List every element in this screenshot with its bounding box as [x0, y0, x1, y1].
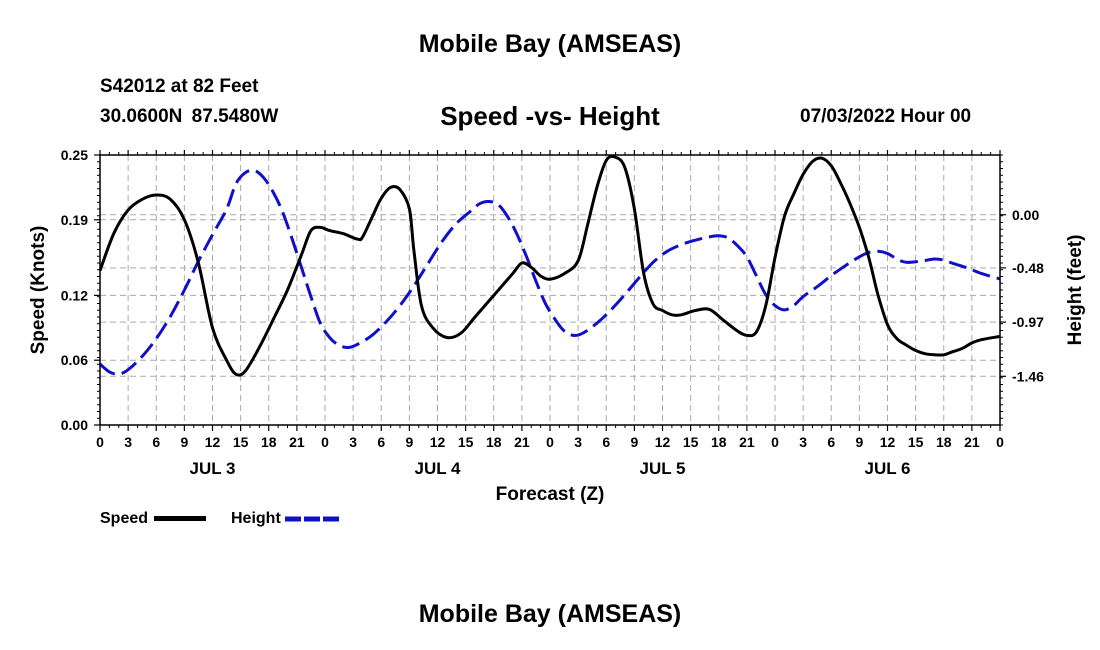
x-tick-label: 6: [602, 434, 610, 450]
legend-speed-swatch: [154, 516, 207, 522]
x-tick-label: 0: [771, 434, 779, 450]
y2-tick-label: -1.46: [1012, 368, 1044, 384]
y-tick-label: 0.12: [61, 287, 88, 303]
x-tick-label: 3: [799, 434, 807, 450]
series-layer: [98, 154, 1001, 377]
grid: [100, 155, 1000, 425]
x-tick-label: 6: [827, 434, 835, 450]
x-tick-label: 21: [514, 434, 530, 450]
x-tick-label: 3: [124, 434, 132, 450]
y-tick-label: 0.06: [61, 352, 88, 368]
station-label: S42012 at 82 Feet: [100, 76, 259, 97]
day-label: JUL 4: [415, 459, 462, 478]
x-tick-label: 18: [711, 434, 727, 450]
y-tick-label: 0.00: [61, 417, 88, 433]
x-tick-label: 3: [349, 434, 357, 450]
legend-height-label: Height: [231, 510, 281, 527]
x-tick-label: 15: [908, 434, 924, 450]
day-label: JUL 5: [640, 459, 686, 478]
legend-speed: Speed: [100, 510, 207, 528]
x-tick-label: 21: [964, 434, 980, 450]
legend-height-swatch: [285, 516, 342, 522]
height-series-line: [99, 168, 1001, 376]
bottom-title: Mobile Bay (AMSEAS): [418, 600, 682, 628]
chart-title: Speed -vs- Height: [440, 101, 660, 131]
y-axis-label: Speed (Knots): [28, 226, 49, 355]
y-tick-label: 0.19: [61, 212, 88, 228]
x-tick-label: 9: [180, 434, 188, 450]
page-title: Mobile Bay (AMSEAS): [418, 30, 682, 58]
speed-height-chart: 0 3 6 9 12 15 18 21 0 3 6 9 12 15 18 21 0 3 6 9 12 15 18 21 0 3 6 9…: [28, 147, 1086, 505]
x-tick-label: 9: [405, 434, 413, 450]
x-tick-label: 12: [880, 434, 896, 450]
coordinates-label: 30.0600N 87.5480W: [100, 106, 279, 127]
x-tick-label: 18: [936, 434, 952, 450]
x-tick-label: 18: [486, 434, 502, 450]
x-axis-label: Forecast (Z): [496, 484, 605, 505]
x-tick-label: 12: [205, 434, 221, 450]
x-tick-label: 12: [655, 434, 671, 450]
forecast-time-label: 07/03/2022 Hour 00: [800, 106, 972, 127]
y-tick-label: 0.25: [61, 147, 88, 163]
x-tick-label: 6: [377, 434, 385, 450]
x-tick-label: 6: [152, 434, 160, 450]
x-tick-label: 18: [261, 434, 277, 450]
x-tick-label: 3: [574, 434, 582, 450]
y2-tick-label: -0.97: [1012, 314, 1044, 330]
legend-speed-label: Speed: [100, 510, 149, 527]
y2-tick-label: -0.48: [1012, 260, 1044, 276]
x-tick-label: 15: [233, 434, 249, 450]
day-label: JUL 6: [865, 459, 911, 478]
x-tick-label: 0: [321, 434, 329, 450]
x-tick-label: 12: [430, 434, 446, 450]
legend-height: Height: [231, 510, 342, 528]
x-tick-label: 21: [739, 434, 755, 450]
x-tick-label: 9: [855, 434, 863, 450]
speed-series-line: [98, 154, 1001, 377]
x-tick-label: 0: [996, 434, 1004, 450]
x-tick-label: 0: [546, 434, 554, 450]
day-label: JUL 3: [190, 459, 236, 478]
x-tick-label: 15: [458, 434, 474, 450]
x-tick-label: 9: [630, 434, 638, 450]
x-tick-label: 21: [289, 434, 305, 450]
x-tick-label: 15: [683, 434, 699, 450]
y2-axis-label: Height (feet): [1065, 235, 1086, 346]
axes: 0 3 6 9 12 15 18 21 0 3 6 9 12 15 18 21 0 3 6 9 12 15 18 21 0 3 6 9…: [61, 147, 1044, 478]
x-tick-label: 0: [96, 434, 104, 450]
y2-tick-label: 0.00: [1012, 207, 1039, 223]
